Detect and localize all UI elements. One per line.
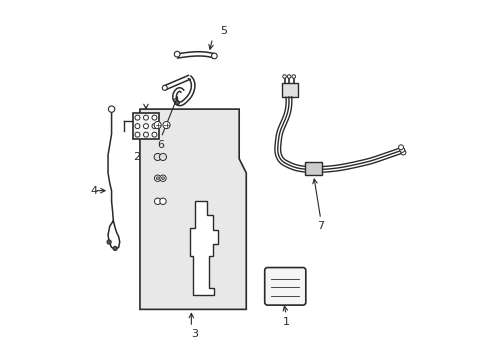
Circle shape [160,175,166,181]
Text: 2: 2 [133,152,140,162]
Circle shape [108,106,115,112]
Circle shape [135,123,140,129]
Circle shape [211,53,217,59]
Text: 6: 6 [158,140,164,149]
Text: 4: 4 [90,186,97,195]
Circle shape [143,132,148,137]
Circle shape [152,115,157,120]
Circle shape [287,75,290,78]
Circle shape [282,75,286,78]
Circle shape [152,132,157,137]
Bar [133,113,159,139]
Circle shape [174,51,180,57]
Circle shape [399,147,404,152]
Circle shape [143,115,148,120]
Text: 3: 3 [191,329,198,339]
Text: 1: 1 [282,317,289,327]
Circle shape [113,246,117,251]
Circle shape [135,115,140,120]
Circle shape [162,85,167,90]
Circle shape [160,198,166,204]
Circle shape [398,145,403,150]
Circle shape [154,153,161,161]
Bar [281,82,297,97]
Circle shape [156,177,159,180]
Circle shape [400,150,405,155]
Circle shape [175,100,179,105]
FancyBboxPatch shape [264,267,305,305]
Polygon shape [189,201,218,295]
Circle shape [154,122,161,129]
Circle shape [163,122,170,129]
Circle shape [143,123,148,129]
Circle shape [154,198,161,204]
Text: 7: 7 [317,221,324,231]
Text: 5: 5 [219,26,226,36]
Bar [304,162,322,175]
Circle shape [159,153,166,161]
Circle shape [154,175,161,181]
Circle shape [135,132,140,137]
Circle shape [107,240,111,244]
Circle shape [291,75,295,78]
Circle shape [152,123,157,129]
Polygon shape [140,109,246,309]
Circle shape [161,177,164,180]
